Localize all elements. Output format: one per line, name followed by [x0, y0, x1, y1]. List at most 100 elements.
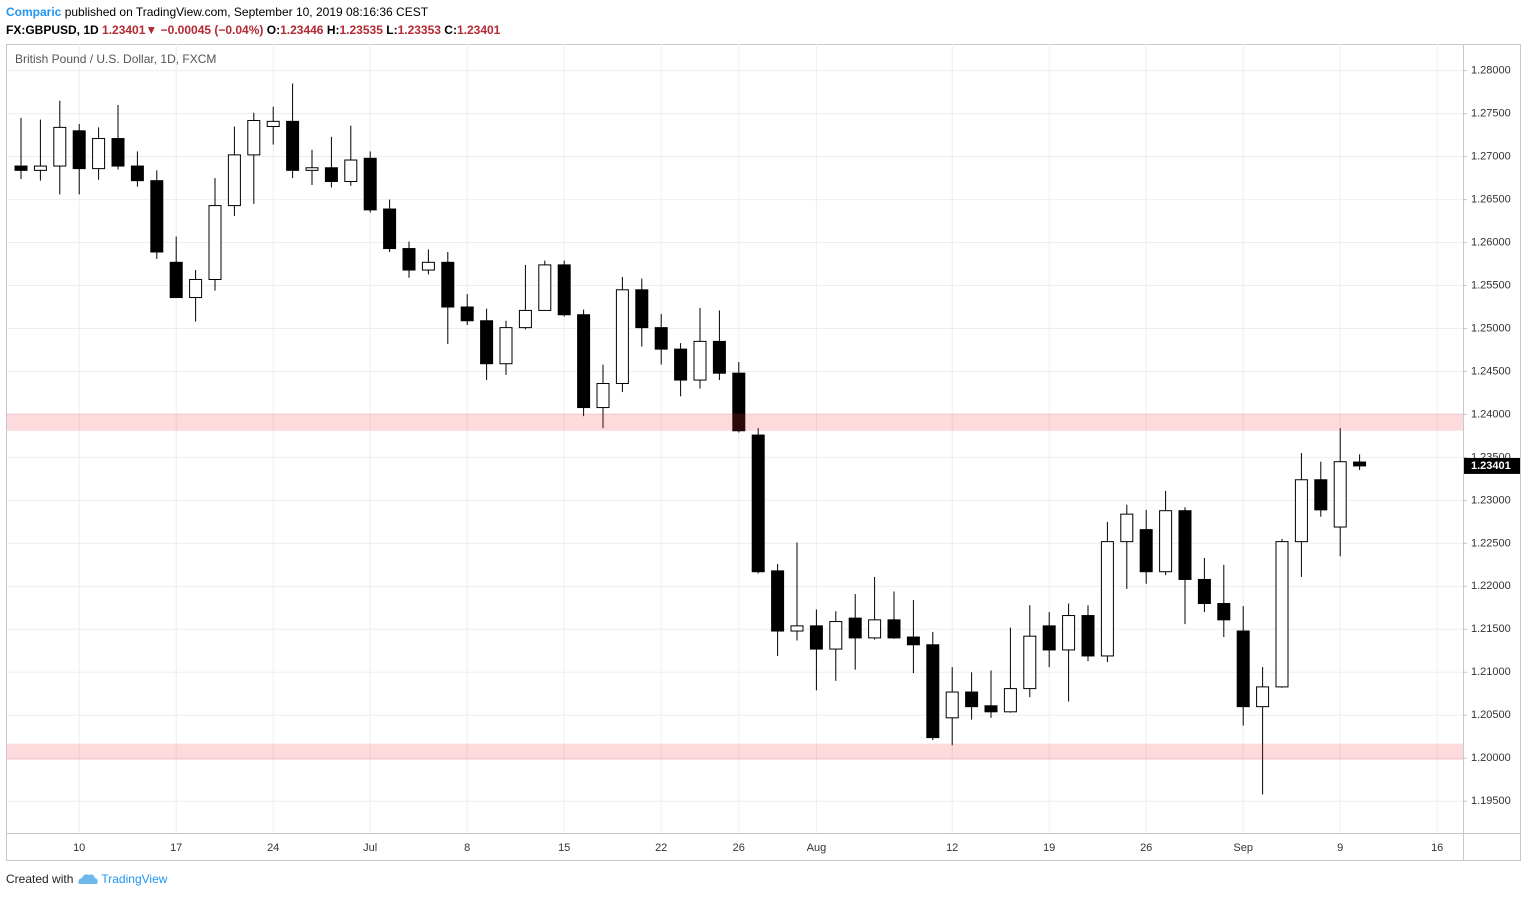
y-tick-label: 1.21500	[1471, 623, 1511, 635]
ohlc-label: O:	[266, 23, 281, 37]
x-tick-label: 15	[558, 842, 570, 854]
x-tick-label: 26	[1140, 842, 1152, 854]
y-tick-label: 1.25000	[1471, 322, 1511, 334]
x-tick-label: 12	[946, 842, 958, 854]
last-price: 1.23401	[102, 23, 146, 37]
y-tick-label: 1.27000	[1471, 150, 1511, 162]
x-tick-label: 16	[1431, 842, 1443, 854]
candle-body	[441, 261, 455, 308]
y-tick-label: 1.22500	[1471, 537, 1511, 549]
candle-body	[615, 289, 629, 384]
candle-body	[383, 208, 397, 250]
candle-body	[1333, 461, 1347, 528]
candle-body	[266, 120, 280, 128]
candle-body	[518, 309, 532, 329]
candle-body	[72, 130, 86, 170]
candle-body	[1100, 541, 1114, 657]
x-tick-label: 9	[1337, 842, 1343, 854]
candle-body	[208, 205, 222, 280]
candle-body	[1042, 625, 1056, 651]
y-tick-label: 1.23000	[1471, 494, 1511, 506]
candle-body	[33, 165, 47, 171]
candle-body	[1294, 479, 1308, 543]
ohlc-label: L:	[386, 23, 398, 37]
candle-body	[363, 157, 377, 211]
candle-body	[771, 570, 785, 632]
candle-body	[732, 372, 746, 432]
zone	[7, 743, 1463, 760]
y-tick-label: 1.22000	[1471, 580, 1511, 592]
candle-body	[286, 120, 300, 171]
candle-body	[344, 159, 358, 183]
candle-body	[227, 154, 241, 207]
candle-body	[53, 126, 67, 167]
x-tick-label: 19	[1043, 842, 1055, 854]
overlays: 1.23401	[7, 413, 1520, 760]
symbol: FX:GBPUSD, 1D	[6, 23, 99, 37]
x-tick-label: Jul	[363, 842, 377, 854]
candle-body	[1139, 529, 1153, 573]
price-badge-label: 1.23401	[1471, 460, 1511, 472]
author[interactable]: Comparic	[6, 5, 62, 19]
x-tick-label: 10	[73, 842, 85, 854]
candle-body	[984, 705, 998, 713]
candle-body	[751, 434, 765, 573]
candle-body	[247, 119, 261, 156]
ohlc-label: H:	[326, 23, 340, 37]
candle-body	[111, 138, 125, 167]
created-with: Created with	[6, 872, 74, 886]
candles	[14, 83, 1367, 795]
candle-body	[1353, 461, 1367, 467]
price-badge	[1464, 457, 1520, 474]
candle-body	[926, 644, 940, 739]
candle-body	[130, 165, 144, 182]
y-tick-label: 1.27500	[1471, 108, 1511, 120]
candle-body	[1159, 510, 1173, 573]
candle-body	[305, 167, 319, 171]
candle-body	[693, 340, 707, 381]
candle-body	[868, 619, 882, 639]
candle-body	[674, 348, 688, 381]
candle-body	[1197, 578, 1211, 605]
ohlc-value: 1.23446	[280, 23, 324, 37]
y-tick-label: 1.26500	[1471, 193, 1511, 205]
x-tick-label: 26	[733, 842, 745, 854]
zone	[7, 413, 1463, 431]
brand[interactable]: TradingView	[101, 872, 168, 886]
candle-body	[809, 625, 823, 650]
logo	[78, 874, 99, 884]
candle-body	[1178, 510, 1192, 580]
candle-body	[906, 636, 920, 646]
ohlc-label: C:	[444, 23, 457, 37]
candle-body	[848, 617, 862, 639]
change: −0.00045 (−0.04%)	[160, 23, 264, 37]
ohlc-value: 1.23535	[339, 23, 383, 37]
candle-body	[1062, 615, 1076, 651]
y-tick-label: 1.21000	[1471, 666, 1511, 678]
candle-body	[790, 625, 804, 632]
candle-body	[1217, 603, 1231, 621]
candle-body	[480, 320, 494, 365]
candle-body	[965, 691, 979, 708]
candle-body	[945, 691, 959, 719]
candle-body	[635, 289, 649, 329]
symbol-line: FX:GBPUSD, 1D 1.23401▼ −0.00045 (−0.04%)…	[6, 23, 500, 37]
candle-body	[1023, 635, 1037, 690]
y-tick-label: 1.20000	[1471, 752, 1511, 764]
ohlc-value: 1.23353	[397, 23, 441, 37]
footer: Created with TradingView	[6, 872, 167, 886]
candle-body	[92, 138, 106, 170]
candle-body	[499, 327, 513, 365]
published: published on TradingView.com, September …	[64, 5, 429, 19]
candle-body	[402, 248, 416, 271]
x-tick-label: Sep	[1233, 842, 1253, 854]
candle-body	[1120, 513, 1134, 543]
x-tick-label: Aug	[807, 842, 827, 854]
candle-body	[421, 261, 435, 271]
candle-body	[538, 264, 552, 311]
ohlc-value: 1.23401	[456, 23, 501, 37]
candle-body	[169, 261, 183, 299]
candle-body	[712, 340, 726, 374]
candle-body	[324, 167, 338, 183]
